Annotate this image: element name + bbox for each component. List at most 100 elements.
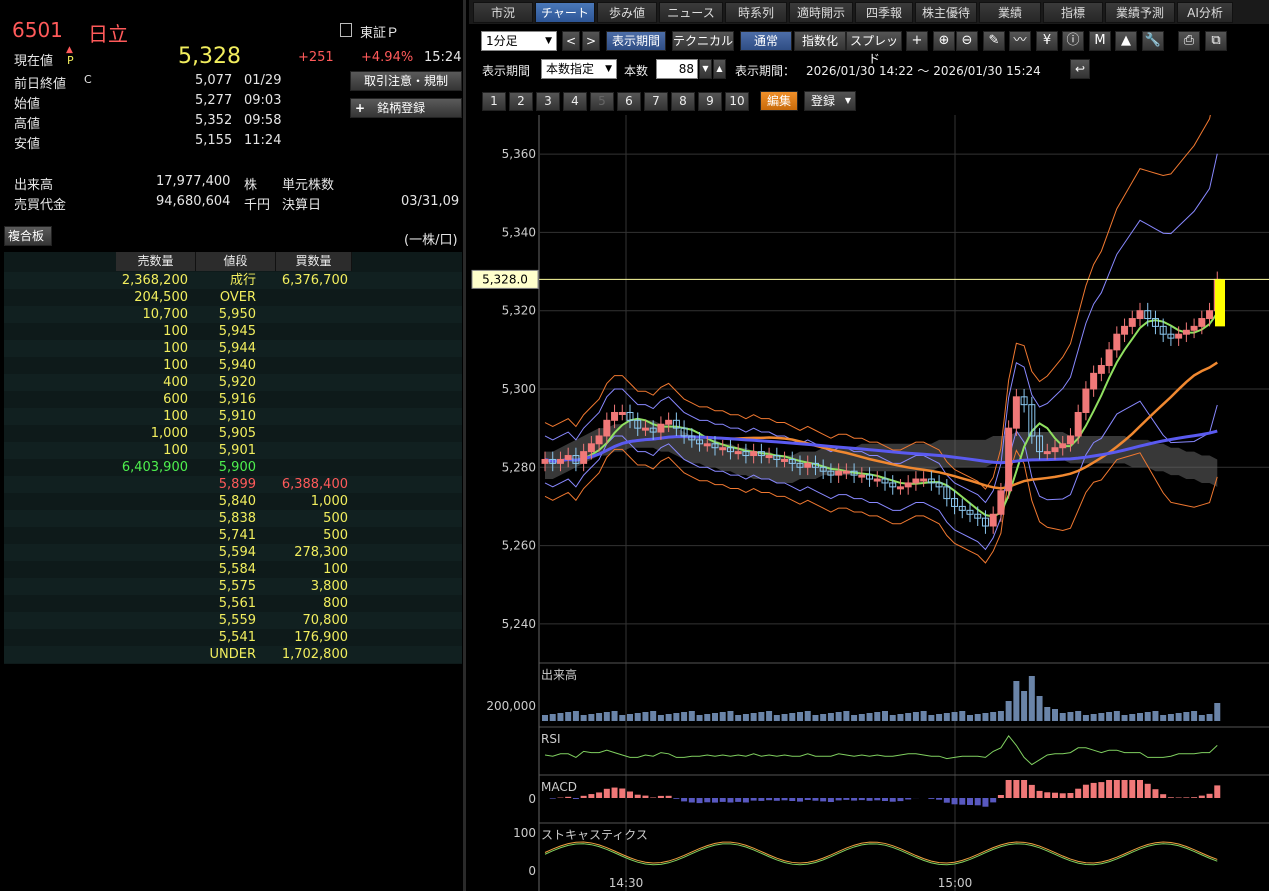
- preset-5[interactable]: 5: [590, 92, 614, 111]
- tab-9[interactable]: 指標: [1043, 2, 1103, 23]
- area-chart-icon[interactable]: ▲: [1115, 31, 1137, 51]
- board-row[interactable]: 5,838 500: [4, 510, 462, 527]
- spread-button[interactable]: スプレッド: [846, 31, 902, 66]
- popout-icon[interactable]: ⧉: [1205, 31, 1227, 51]
- crosshair-icon[interactable]: +: [906, 31, 928, 51]
- board-row[interactable]: 100 5,945: [4, 323, 462, 340]
- count-down-button[interactable]: ▼: [699, 59, 712, 79]
- board-row[interactable]: 5,559 70,800: [4, 612, 462, 629]
- zoom-in-icon[interactable]: ⊕: [933, 31, 955, 51]
- board-row[interactable]: 6,403,900 5,900: [4, 459, 462, 476]
- tab-2[interactable]: 歩み値: [597, 2, 657, 23]
- line-chart-icon[interactable]: 〰: [1009, 31, 1031, 51]
- yen-icon[interactable]: ¥: [1036, 31, 1058, 51]
- volume-bar: [704, 714, 711, 721]
- tab-10[interactable]: 業績予測: [1105, 2, 1175, 23]
- board-row[interactable]: 100 5,901: [4, 442, 462, 459]
- board-row[interactable]: 100 5,944: [4, 340, 462, 357]
- tab-7[interactable]: 株主優待: [915, 2, 977, 23]
- board-row[interactable]: 400 5,920: [4, 374, 462, 391]
- preset-7[interactable]: 7: [644, 92, 668, 111]
- my-icon[interactable]: M: [1089, 31, 1111, 51]
- technical-button[interactable]: テクニカル: [672, 31, 734, 51]
- board-row[interactable]: 5,541 176,900: [4, 629, 462, 646]
- prev-button[interactable]: <: [562, 31, 580, 51]
- preset-6[interactable]: 6: [617, 92, 641, 111]
- index-button[interactable]: 指数化: [794, 31, 846, 51]
- count-up-button[interactable]: ▲: [713, 59, 726, 79]
- board-row[interactable]: 1,000 5,905: [4, 425, 462, 442]
- period-button[interactable]: 表示期間: [606, 31, 666, 51]
- interval-select[interactable]: 1分足 ▼: [481, 31, 557, 51]
- document-icon[interactable]: [340, 23, 352, 37]
- period-mode-select[interactable]: 本数指定 ▼: [541, 59, 617, 79]
- reset-icon[interactable]: ↩: [1070, 59, 1090, 79]
- board-row[interactable]: 5,594 278,300: [4, 544, 462, 561]
- board-row[interactable]: 204,500 OVER: [4, 289, 462, 306]
- board-buy-qty: 1,702,800: [281, 647, 348, 662]
- candle-body: [1182, 329, 1190, 335]
- tab-4[interactable]: 時系列: [725, 2, 787, 23]
- price-change-pct: +4.94%: [361, 50, 414, 65]
- candle-body: [1005, 427, 1013, 492]
- board-row[interactable]: 600 5,916: [4, 391, 462, 408]
- preset-1[interactable]: 1: [482, 92, 506, 111]
- count-input[interactable]: 88: [656, 59, 698, 79]
- board-price: 5,741: [218, 528, 256, 543]
- register-button[interactable]: + 銘柄登録: [350, 98, 462, 118]
- wrench-icon[interactable]: 🔧: [1142, 31, 1164, 51]
- candle-body: [1159, 325, 1167, 335]
- candle-body: [1113, 333, 1121, 351]
- tab-6[interactable]: 四季報: [855, 2, 913, 23]
- board-row[interactable]: 5,584 100: [4, 561, 462, 578]
- board-row[interactable]: UNDER 1,702,800: [4, 646, 462, 663]
- preset-8[interactable]: 8: [671, 92, 695, 111]
- macd-bar: [735, 798, 742, 802]
- info-icon[interactable]: ⓘ: [1062, 31, 1084, 51]
- settle-label: 決算日: [282, 198, 322, 213]
- tab-1[interactable]: チャート: [535, 2, 595, 23]
- macd-bar: [1013, 780, 1020, 798]
- print-icon[interactable]: ⎙: [1178, 31, 1200, 51]
- next-button[interactable]: >: [582, 31, 600, 51]
- preset-10[interactable]: 10: [725, 92, 749, 111]
- pen-icon[interactable]: ✎: [983, 31, 1005, 51]
- board-row[interactable]: 5,899 6,388,400: [4, 476, 462, 493]
- caution-button[interactable]: 取引注意・規制: [350, 71, 462, 91]
- board-row[interactable]: 5,741 500: [4, 527, 462, 544]
- preset-4[interactable]: 4: [563, 92, 587, 111]
- board-row[interactable]: 5,575 3,800: [4, 578, 462, 595]
- bollinger-band: [544, 153, 1218, 504]
- candle-body: [765, 455, 773, 459]
- preset-2[interactable]: 2: [509, 92, 533, 111]
- board-row[interactable]: 10,700 5,950: [4, 306, 462, 323]
- zoom-out-icon[interactable]: ⊖: [956, 31, 978, 51]
- board-row[interactable]: 5,561 800: [4, 595, 462, 612]
- tab-5[interactable]: 適時開示: [789, 2, 853, 23]
- candle-body: [796, 462, 804, 468]
- macd-bar: [704, 798, 711, 803]
- board-row[interactable]: 100 5,910: [4, 408, 462, 425]
- preset-9[interactable]: 9: [698, 92, 722, 111]
- volume-label: 出来高: [14, 178, 54, 193]
- macd-bar: [634, 794, 641, 798]
- y-tick-label: 5,240: [502, 617, 536, 631]
- preset-3[interactable]: 3: [536, 92, 560, 111]
- tab-11[interactable]: AI分析: [1177, 2, 1233, 23]
- moving-average-line: [544, 429, 1218, 465]
- tab-8[interactable]: 業績: [979, 2, 1041, 23]
- save-select[interactable]: 登録 ▼: [804, 91, 856, 111]
- normal-button[interactable]: 通常: [740, 31, 792, 51]
- board-row[interactable]: 5,840 1,000: [4, 493, 462, 510]
- macd-bar: [781, 798, 788, 801]
- quote-time: 09:58: [244, 113, 282, 128]
- up-arrow-icon: ▲: [66, 45, 73, 55]
- candle-body: [680, 427, 688, 437]
- board-tab[interactable]: 複合板: [4, 226, 52, 246]
- edit-button[interactable]: 編集: [760, 91, 798, 111]
- price-chart[interactable]: 5,360 5,340 5,320 5,300 5,280 5,260 5,240 14:30…: [469, 115, 1269, 891]
- tab-0[interactable]: 市況: [473, 2, 533, 23]
- board-row[interactable]: 100 5,940: [4, 357, 462, 374]
- board-row[interactable]: 2,368,200 成行 6,376,700: [4, 272, 462, 289]
- tab-3[interactable]: ニュース: [659, 2, 723, 23]
